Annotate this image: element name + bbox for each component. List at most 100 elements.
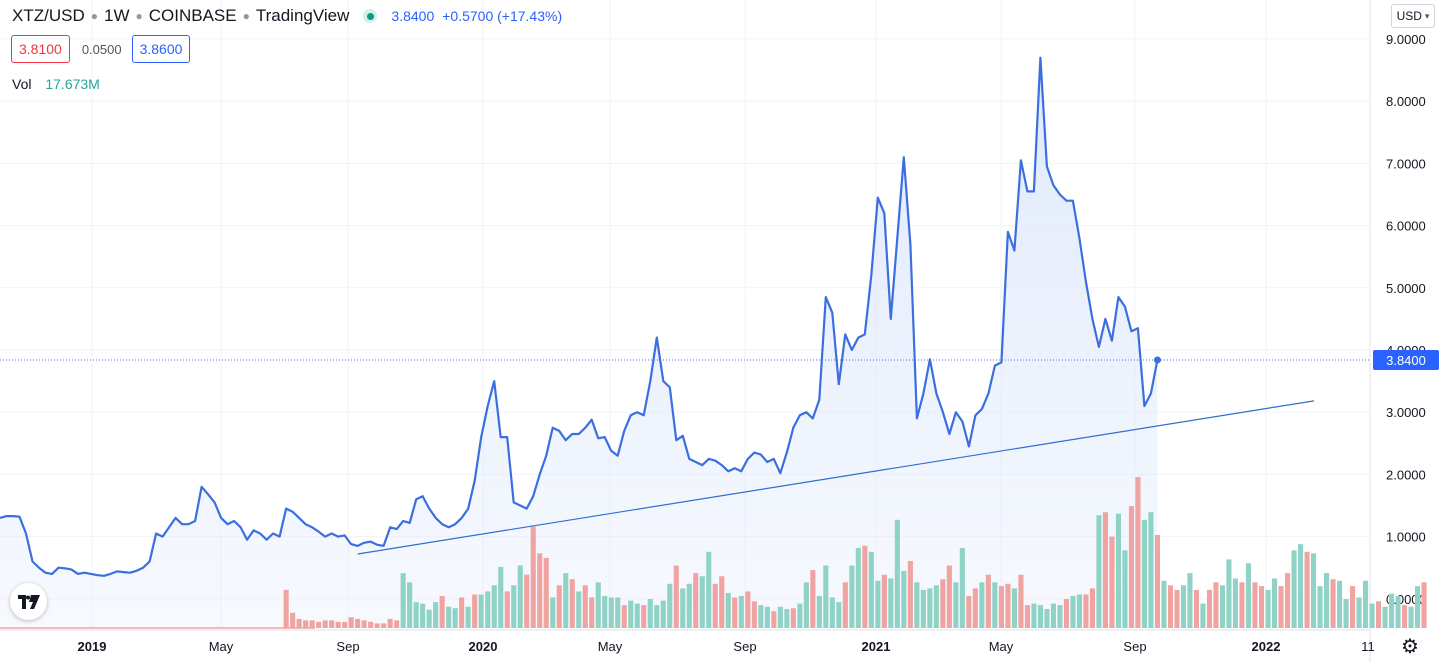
volume-bar <box>1102 512 1108 628</box>
volume-bar <box>979 582 985 628</box>
volume-bar <box>1245 563 1251 628</box>
volume-bar <box>1154 535 1160 628</box>
volume-bar <box>1148 512 1154 628</box>
volume-bar <box>1115 513 1121 628</box>
volume-bar <box>485 591 491 628</box>
volume-bar <box>1063 599 1069 628</box>
volume-bar <box>738 596 744 628</box>
volume-bar <box>693 573 699 628</box>
volume-bar <box>517 565 523 628</box>
volume-bar <box>342 621 348 628</box>
volume-bar <box>1128 506 1134 628</box>
volume-bar <box>576 591 582 628</box>
volume-bar <box>816 596 822 628</box>
volume-bar <box>1350 586 1356 628</box>
volume-bar <box>797 603 803 628</box>
volume-bar <box>946 565 952 628</box>
volume-bar <box>563 573 569 628</box>
volume-bar <box>745 591 751 628</box>
volume-bar <box>1415 586 1421 628</box>
volume-bar <box>927 588 933 628</box>
volume-bar <box>654 605 660 628</box>
volume-bar <box>1382 606 1388 628</box>
volume-bar <box>829 597 835 628</box>
volume-bar <box>1109 536 1115 628</box>
volume-bar <box>1265 589 1271 628</box>
volume-bar <box>615 597 621 628</box>
source-label: TradingView <box>255 6 350 25</box>
volume-bar <box>595 582 601 628</box>
volume-bar <box>1343 599 1349 628</box>
volume-bar <box>446 606 452 628</box>
interval-label[interactable]: 1W <box>103 6 130 25</box>
volume-bar <box>784 609 790 628</box>
volume-bar <box>940 579 946 628</box>
current-price-tag <box>1373 349 1439 370</box>
volume-bar <box>1141 519 1147 628</box>
y-tick-label: 7.0000 <box>1386 156 1426 171</box>
volume-bar <box>439 596 445 628</box>
volume-bar <box>1376 601 1382 628</box>
volume-bar <box>498 567 504 628</box>
volume-bar <box>660 600 666 628</box>
volume-bar <box>491 585 497 628</box>
volume-bar <box>907 561 913 628</box>
gear-icon[interactable]: ⚙ <box>1401 636 1419 658</box>
volume-bar <box>628 600 634 628</box>
volume-bar <box>1219 585 1225 628</box>
volume-bar <box>803 582 809 628</box>
y-tick-label: 8.0000 <box>1386 94 1426 109</box>
volume-legend: Vol 17.673M <box>12 76 100 92</box>
volume-bar <box>381 623 387 628</box>
volume-bar <box>413 602 419 628</box>
volume-bar <box>537 553 543 628</box>
volume-bar <box>875 580 881 628</box>
volume-bar <box>1363 580 1369 628</box>
volume-bar <box>914 582 920 628</box>
volume-bar <box>621 605 627 628</box>
volume-bar <box>810 570 816 628</box>
volume-bar <box>673 565 679 628</box>
volume-bar <box>550 597 556 628</box>
volume-bar <box>706 551 712 628</box>
buy-button[interactable]: 3.8600 <box>131 35 191 63</box>
volume-bar <box>1005 583 1011 628</box>
volume-bar <box>472 594 478 628</box>
sell-button[interactable]: 3.8100 <box>11 35 70 63</box>
volume-bar <box>686 583 692 628</box>
volume-bar <box>1232 578 1238 628</box>
volume-bar <box>420 603 426 628</box>
volume-bar <box>1291 550 1297 628</box>
volume-bar <box>400 573 406 628</box>
volume-bar <box>543 557 549 628</box>
x-tick-label: Sep <box>336 639 359 654</box>
x-tick-label: Sep <box>1123 639 1146 654</box>
volume-bar <box>1031 603 1037 628</box>
volume-bar <box>426 609 432 628</box>
volume-bar <box>1252 582 1258 628</box>
tradingview-logo-icon[interactable] <box>10 583 47 620</box>
volume-bar <box>998 586 1004 628</box>
volume-bar <box>1285 573 1291 628</box>
currency-selector[interactable]: USD ▾ <box>1391 4 1435 28</box>
volume-bar <box>556 585 562 628</box>
x-tick-label: 2022 <box>1252 639 1281 654</box>
volume-bar <box>667 583 673 628</box>
volume-bar <box>1024 605 1030 628</box>
volume-bar <box>920 589 926 628</box>
volume-bar <box>309 620 315 628</box>
y-tick-label: 6.0000 <box>1386 219 1426 234</box>
volume-bar <box>1089 588 1095 628</box>
volume-bar <box>725 593 731 628</box>
volume-bar <box>868 551 874 628</box>
volume-bar <box>862 545 868 628</box>
volume-bar <box>1272 578 1278 628</box>
volume-bar <box>849 565 855 628</box>
x-tick-label: May <box>989 639 1014 654</box>
volume-bar <box>335 621 341 628</box>
volume-bar <box>1239 582 1245 628</box>
volume-bar <box>433 602 439 628</box>
volume-bar <box>1187 573 1193 628</box>
symbol-label[interactable]: XTZ/USD <box>12 6 85 25</box>
